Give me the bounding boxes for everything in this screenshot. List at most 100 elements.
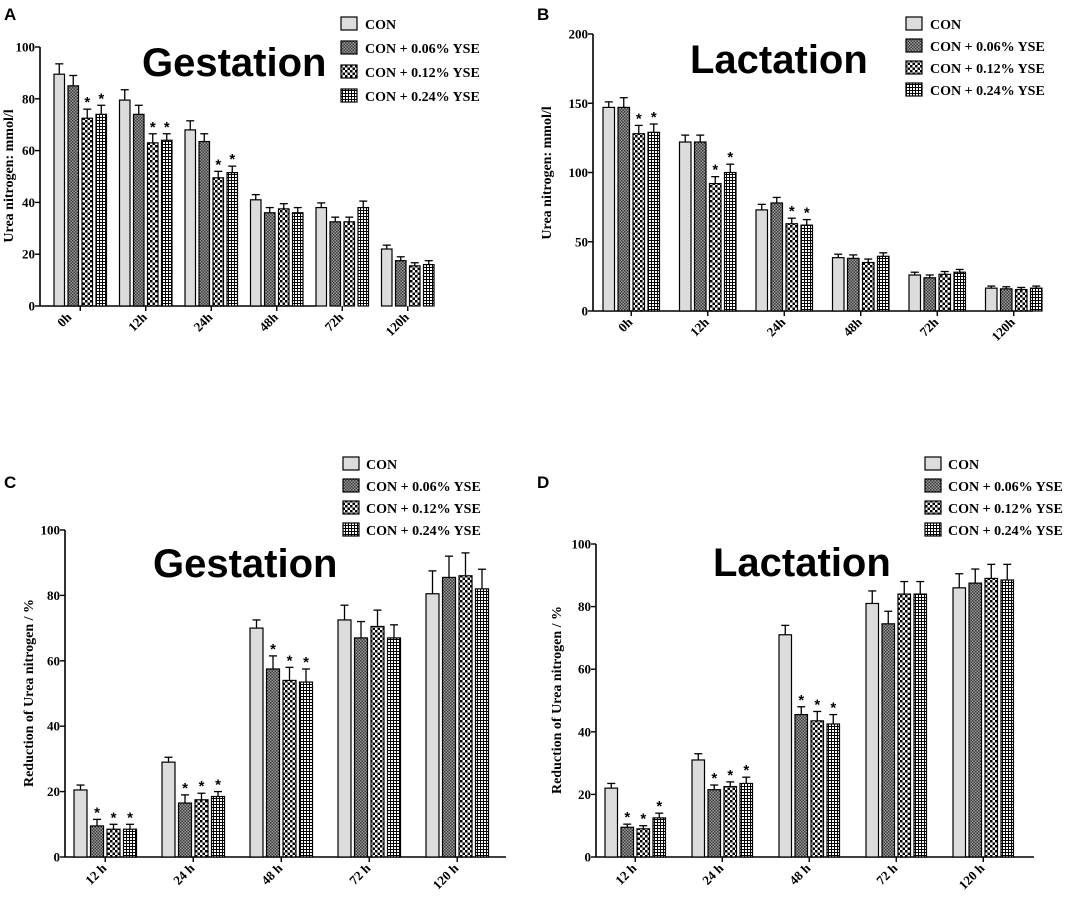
significance-star: * [798, 692, 804, 709]
bar-con-0 [604, 787, 619, 858]
x-tick-label: 12 h [82, 860, 110, 888]
bar-con-3 [865, 602, 880, 858]
bar-012-3 [370, 625, 385, 858]
bar-012-1 [708, 182, 722, 312]
x-tick-label: 12 h [612, 860, 640, 888]
bar-012-1 [194, 799, 209, 858]
significance-star: * [84, 94, 90, 111]
bar-024-5 [1029, 287, 1043, 312]
bar-012-0 [81, 117, 94, 307]
y-tick-label: 0 [582, 304, 589, 319]
y-tick-label: 20 [578, 787, 591, 802]
bar-con-1 [161, 761, 176, 858]
bar-024-3 [386, 637, 402, 858]
significance-star: * [743, 762, 749, 779]
legend-label-con: CON [930, 18, 961, 33]
x-tick-label: 12h [125, 309, 150, 334]
bar-con-1 [691, 759, 706, 858]
x-tick-label: 0h [54, 309, 75, 330]
significance-star: * [830, 700, 836, 717]
y-tick-label: 60 [22, 143, 35, 158]
bar-012-2 [212, 177, 225, 307]
y-tick-label: 80 [47, 588, 60, 603]
bar-024-5 [422, 263, 435, 307]
legend-item-con: CON [905, 16, 961, 33]
legend-item-con: CON [924, 456, 979, 473]
bar-012-3 [277, 208, 290, 307]
x-tick-label: 120 h [430, 860, 462, 892]
chart-title-a: Gestation [142, 41, 326, 85]
bar-024-1 [160, 139, 173, 307]
legend-swatch-024 [905, 82, 923, 97]
bar-024-2 [826, 723, 841, 858]
bar-006-2 [198, 140, 211, 307]
bar-con-0 [53, 73, 66, 307]
bar-024-0 [647, 131, 661, 312]
legend-swatch-con [924, 456, 942, 471]
bar-006-4 [441, 576, 457, 858]
y-tick-label: 0 [54, 850, 61, 865]
y-axis-label-c: Reduction of Urea nitrogen / % [22, 599, 37, 787]
bar-024-0 [122, 828, 138, 858]
y-tick-label: 60 [578, 662, 591, 677]
bar-024-4 [474, 588, 490, 858]
bar-con-2 [249, 627, 264, 858]
bar-024-4 [953, 271, 967, 312]
significance-star: * [789, 203, 795, 220]
bar-006-3 [353, 637, 369, 858]
bar-024-2 [800, 224, 814, 312]
bar-024-4 [1000, 579, 1015, 858]
legend-label-024: CON + 0.24% YSE [365, 90, 480, 105]
bar-024-1 [210, 795, 226, 858]
bar-con-3 [249, 199, 262, 307]
bar-con-3 [337, 619, 352, 858]
bar-con-4 [908, 274, 922, 312]
bar-024-4 [357, 206, 370, 307]
bar-012-2 [282, 679, 297, 858]
legend-d: CON CON + 0.06% YSE CON + 0.12% YSE CON … [924, 456, 1063, 539]
bar-con-2 [778, 634, 793, 858]
panel-letter-d: D [537, 473, 549, 492]
y-tick-label: 100 [41, 523, 61, 538]
legend-label-024: CON + 0.24% YSE [948, 524, 1063, 539]
significance-star: * [640, 811, 646, 828]
bar-024-2 [298, 681, 314, 858]
bar-006-5 [394, 260, 407, 307]
x-tick-label: 72h [916, 314, 941, 339]
legend-label-012: CON + 0.12% YSE [366, 502, 481, 517]
plot-area-a: 0 20 40 60 80 100 * * 0h * * 12h * * 24h 48h 72h 120h [16, 40, 435, 339]
bar-024-3 [291, 212, 304, 307]
significance-star: * [182, 780, 188, 797]
legend-item-006: CON + 0.06% YSE [924, 478, 1063, 495]
significance-star: * [215, 777, 221, 794]
x-tick-label: 48 h [258, 860, 286, 888]
y-tick-label: 150 [569, 96, 589, 111]
x-tick-label: 120h [382, 309, 412, 339]
bar-con-2 [184, 129, 197, 307]
bar-006-3 [263, 212, 276, 307]
bar-006-2 [770, 202, 784, 312]
y-tick-label: 100 [569, 165, 589, 180]
legend-item-024: CON + 0.24% YSE [924, 522, 1063, 539]
significance-star: * [303, 654, 309, 671]
significance-star: * [636, 110, 642, 127]
significance-star: * [150, 119, 156, 136]
bar-con-5 [984, 287, 998, 312]
significance-star: * [656, 798, 662, 815]
x-tick-label: 120 h [956, 860, 988, 892]
y-tick-label: 0 [585, 850, 592, 865]
legend-swatch-024 [340, 88, 358, 103]
legend-label-006: CON + 0.06% YSE [948, 480, 1063, 495]
legend-swatch-024 [924, 522, 942, 537]
bar-006-4 [923, 277, 937, 312]
legend-label-con: CON [948, 458, 979, 473]
significance-star: * [651, 109, 657, 126]
x-tick-label: 72h [321, 309, 346, 334]
bar-006-1 [177, 802, 193, 858]
y-axis-label-b: Urea nitrogen: mmol/l [540, 106, 555, 239]
legend-item-006: CON + 0.06% YSE [342, 478, 481, 495]
bar-012-3 [897, 593, 912, 858]
significance-star: * [270, 641, 276, 658]
y-tick-label: 50 [575, 234, 588, 249]
